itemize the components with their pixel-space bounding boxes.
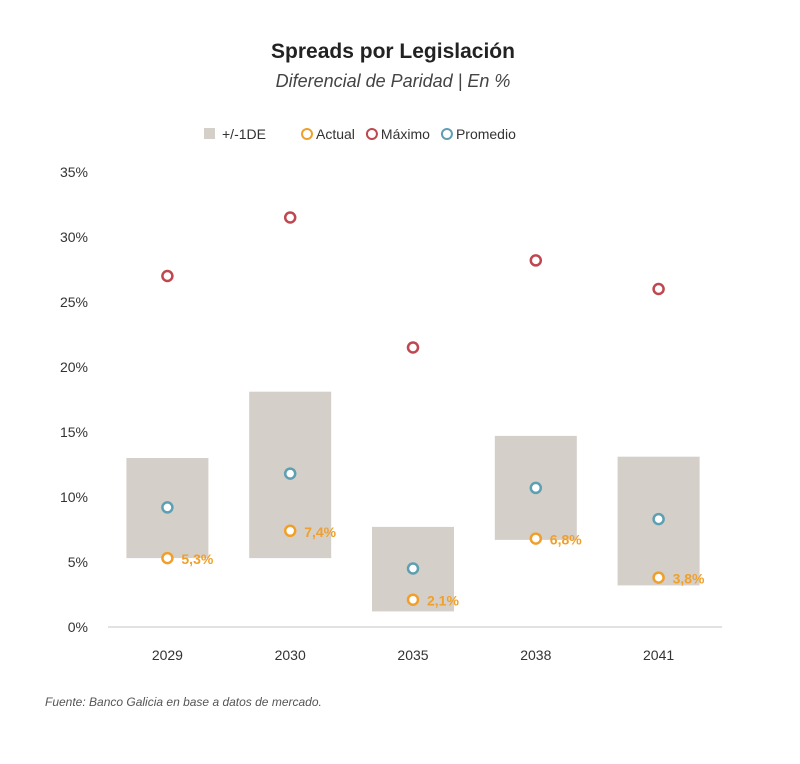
- legend: +/-1DE Actual Máximo Promedio: [204, 126, 516, 142]
- x-tick-label: 2038: [520, 647, 551, 663]
- legend-marker-actual: [301, 128, 313, 140]
- actual-data-label: 2,1%: [427, 593, 459, 609]
- máximo-point-2035: [406, 341, 420, 354]
- máximo-point-2041: [652, 282, 665, 296]
- promedio-point-2035: [406, 562, 420, 575]
- axes: 0% 5% 10% 15% 20% 25% 30% 35% 2029 2030 2035 2038 20…: [60, 164, 722, 663]
- x-tick-label: 2041: [643, 647, 674, 663]
- y-tick-label: 30%: [60, 229, 88, 245]
- máximo-point-2038: [529, 254, 543, 267]
- máximo-point-2029: [161, 269, 174, 283]
- legend-marker-promedio: [440, 128, 453, 140]
- actual-data-label: 6,8%: [550, 532, 582, 548]
- chart-subtitle: Diferencial de Paridad | En %: [276, 71, 511, 91]
- actual-data-label: 7,4%: [304, 524, 336, 540]
- actual-point-2029: [161, 551, 174, 565]
- actual-point-2038: [529, 532, 543, 545]
- promedio-point-2030: [283, 467, 297, 480]
- y-tick-label: 25%: [60, 294, 88, 310]
- legend-label-promedio: Promedio: [456, 126, 516, 142]
- y-tick-label: 20%: [60, 359, 88, 375]
- y-tick-label: 35%: [60, 164, 88, 180]
- y-tick-label: 5%: [68, 554, 88, 570]
- promedio-point-2041: [652, 512, 665, 526]
- x-tick-label: 2030: [275, 647, 306, 663]
- y-tick-label: 10%: [60, 489, 88, 505]
- actual-point-2030: [283, 524, 297, 538]
- x-tick-label: 2029: [152, 647, 183, 663]
- legend-label-band: +/-1DE: [222, 126, 266, 142]
- y-tick-label: 15%: [60, 424, 88, 440]
- actual-point-2035: [406, 593, 420, 606]
- actual-point-2041: [652, 571, 665, 584]
- x-tick-label: 2035: [397, 647, 428, 663]
- actual-data-label: 5,3%: [181, 551, 213, 567]
- legend-label-máximo: Máximo: [381, 126, 430, 142]
- chart-title: Spreads por Legislación: [271, 40, 515, 63]
- actual-data-label: 3,8%: [673, 571, 705, 587]
- source-note: Fuente: Banco Galicia en base a datos de…: [45, 695, 322, 709]
- promedio-point-2029: [161, 501, 174, 514]
- legend-label-actual: Actual: [316, 126, 355, 142]
- promedio-point-2038: [529, 481, 543, 495]
- máximo-point-2030: [283, 211, 297, 224]
- y-tick-label: 0%: [68, 619, 88, 635]
- marks: 5,3% 7,4% 2,1% 6,8% 3,8%: [126, 211, 705, 612]
- legend-marker-máximo: [365, 128, 378, 140]
- legend-band-swatch: [204, 128, 215, 139]
